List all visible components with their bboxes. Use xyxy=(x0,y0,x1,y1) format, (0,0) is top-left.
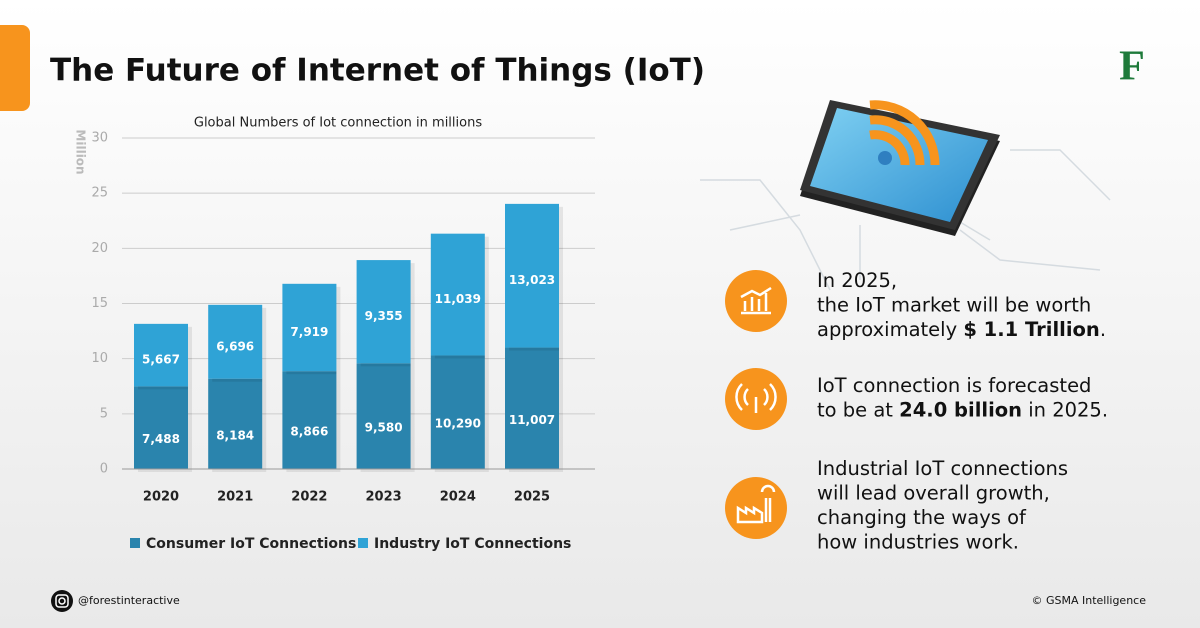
x-tick-label: 2023 xyxy=(366,490,402,505)
bar-segment xyxy=(430,355,485,469)
value-label: 11,039 xyxy=(435,292,481,306)
fact-text: in 2025. xyxy=(1022,398,1108,421)
fact-text: 24.0 billion xyxy=(899,398,1022,421)
page-title: The Future of Internet of Things (IoT) xyxy=(50,53,705,89)
fact-text: Industrial IoT connections xyxy=(817,457,1068,480)
fact-text: will lead overall growth, xyxy=(817,481,1050,504)
social-glyph xyxy=(55,594,69,608)
fact-text: $ 1.1 Trillion xyxy=(963,318,1099,341)
legend-label: Consumer IoT Connections xyxy=(146,536,356,552)
accent-tab xyxy=(0,25,30,111)
social-icon xyxy=(51,590,73,612)
glyph xyxy=(736,484,776,524)
value-label: 7,488 xyxy=(142,432,180,446)
y-tick-label: 5 xyxy=(100,406,108,421)
fact-line: Industrial IoT connections xyxy=(817,457,1068,480)
y-tick-label: 0 xyxy=(100,462,108,477)
fact-icon xyxy=(725,270,787,332)
value-label: 6,696 xyxy=(216,339,254,353)
bar-segment xyxy=(134,323,188,387)
bar-segment xyxy=(282,371,337,469)
bar-segment xyxy=(505,347,559,469)
bar-segment xyxy=(356,260,411,364)
value-label: 7,919 xyxy=(290,325,328,339)
y-axis-label: Million xyxy=(74,129,88,174)
bar-segment xyxy=(282,283,337,372)
value-label: 11,007 xyxy=(509,413,555,427)
x-tick-label: 2024 xyxy=(440,490,476,505)
value-label: 9,355 xyxy=(365,309,403,323)
fact-text: IoT connection is forecasted xyxy=(817,374,1091,397)
value-label: 10,290 xyxy=(435,417,481,431)
legend-label: Industry IoT Connections xyxy=(374,536,571,552)
value-label: 8,866 xyxy=(290,425,328,439)
y-tick-label: 15 xyxy=(91,296,108,311)
social-glyph xyxy=(58,597,66,605)
fact-line: will lead overall growth, xyxy=(817,481,1050,504)
icon-glyph xyxy=(740,286,772,315)
bar-segment xyxy=(505,203,559,348)
icon-glyph xyxy=(735,383,777,413)
x-tick-label: 2020 xyxy=(143,490,179,505)
fact-line: approximately $ 1.1 Trillion. xyxy=(817,318,1106,341)
fact-line: the IoT market will be worth xyxy=(817,293,1091,316)
icon-glyph xyxy=(736,484,776,524)
y-tick-label: 20 xyxy=(91,241,108,256)
y-tick-label: 25 xyxy=(91,186,108,201)
value-label: 13,023 xyxy=(509,273,555,287)
fact-text: In 2025, xyxy=(817,269,897,292)
x-tick-label: 2025 xyxy=(514,490,550,505)
fact-text: the IoT market will be worth xyxy=(817,293,1091,316)
source: © GSMA Intelligence xyxy=(1031,594,1146,607)
bar-segment xyxy=(356,363,411,469)
y-tick-label: 30 xyxy=(91,131,108,146)
fact-text: . xyxy=(1100,318,1106,341)
chart-title: Global Numbers of Iot connection in mill… xyxy=(194,116,482,131)
bar-segment xyxy=(208,304,263,379)
legend-swatch xyxy=(130,538,140,548)
fact-text: how industries work. xyxy=(817,530,1019,553)
social-handle: @forestinteractive xyxy=(78,594,180,607)
value-label: 8,184 xyxy=(216,428,254,442)
fact-line: to be at 24.0 billion in 2025. xyxy=(817,398,1108,421)
fact-text: to be at xyxy=(817,398,899,421)
y-tick-label: 10 xyxy=(91,351,108,366)
logo: F xyxy=(1119,44,1145,90)
fact-line: how industries work. xyxy=(817,530,1019,553)
bar-segment xyxy=(134,386,188,469)
value-label: 9,580 xyxy=(365,421,403,435)
fact-line: IoT connection is forecasted xyxy=(817,374,1091,397)
x-tick-label: 2022 xyxy=(291,490,327,505)
glyph xyxy=(740,286,772,315)
legend-swatch xyxy=(358,538,368,548)
value-label: 5,667 xyxy=(142,353,180,367)
fact-line: In 2025, xyxy=(817,269,897,292)
glyph xyxy=(735,383,777,413)
bar-segment xyxy=(208,378,263,469)
phone xyxy=(800,100,1000,236)
fact-line: changing the ways of xyxy=(817,506,1027,529)
bar-segment xyxy=(430,233,485,356)
fact-text: changing the ways of xyxy=(817,506,1027,529)
x-tick-label: 2021 xyxy=(217,490,253,505)
phone-illustration xyxy=(700,149,1111,291)
fact-text: approximately xyxy=(817,318,963,341)
